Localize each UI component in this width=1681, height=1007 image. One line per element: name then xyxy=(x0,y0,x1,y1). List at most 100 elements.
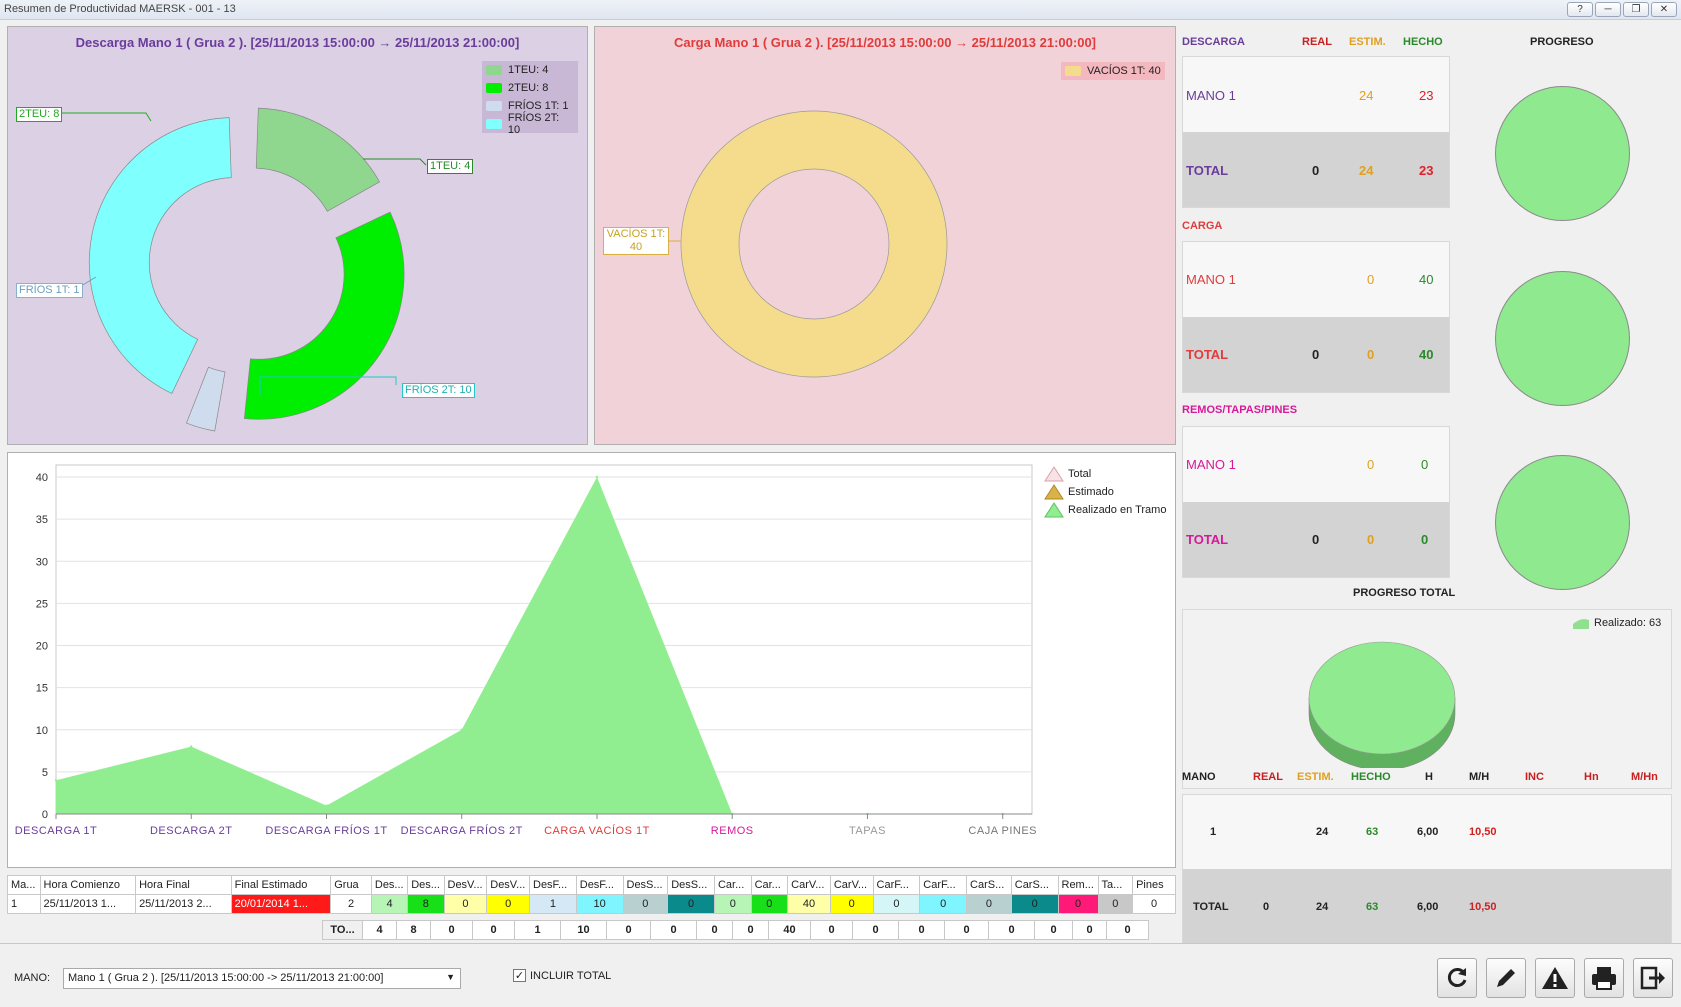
grid-cell[interactable]: 0 xyxy=(919,894,968,914)
grid-cell[interactable]: 0 xyxy=(829,894,874,914)
grid-cell[interactable]: 1 xyxy=(529,894,577,914)
grid-column-header[interactable]: CarV... xyxy=(829,875,874,895)
mano-select[interactable]: Mano 1 ( Grua 2 ). [25/11/2013 15:00:00 … xyxy=(63,968,461,989)
grid-column-header[interactable]: Des... xyxy=(370,875,409,895)
legend-swatch xyxy=(1044,466,1064,482)
grid-column-header[interactable]: Grua xyxy=(330,875,372,895)
grid-cell[interactable]: 0 xyxy=(1097,894,1134,914)
grid-cell[interactable]: 4 xyxy=(370,894,409,914)
grid-cell[interactable]: 0 xyxy=(713,894,752,914)
exit-icon xyxy=(1640,966,1665,990)
grid-cell[interactable]: 0 xyxy=(1132,894,1176,914)
grid-cell[interactable]: 0 xyxy=(750,894,789,914)
grid-cell[interactable]: 0 xyxy=(1057,894,1099,914)
totals-cell: 0 xyxy=(732,920,769,940)
grid-column-header[interactable]: Car... xyxy=(750,875,789,895)
restore-button[interactable]: ❐ xyxy=(1623,2,1649,17)
totals-cell: 0 xyxy=(472,920,515,940)
carga-card: MANO 1 0 40 TOTAL 0 0 40 xyxy=(1182,241,1450,393)
totals-cell: 0 xyxy=(696,920,733,940)
refresh-icon xyxy=(1447,968,1467,987)
carga-chart-panel: Carga Mano 1 ( Grua 2 ). [25/11/2013 15:… xyxy=(594,26,1176,445)
x-category-label: CARGA VACÍOS 1T xyxy=(544,824,650,837)
callout-leader-line xyxy=(363,158,427,166)
totals-cell: 1 xyxy=(514,920,561,940)
minimize-button[interactable]: ─ xyxy=(1595,2,1621,17)
grid-column-header[interactable]: DesV... xyxy=(443,875,488,895)
grid-cell[interactable]: 2 xyxy=(330,894,372,914)
print-button[interactable] xyxy=(1584,958,1624,998)
grid-cell[interactable]: 10 xyxy=(575,894,624,914)
header-estim: ESTIM. xyxy=(1349,36,1386,48)
grid-column-header[interactable]: CarF... xyxy=(919,875,968,895)
incluir-total-checkbox[interactable]: ✓ INCLUIR TOTAL xyxy=(513,969,611,982)
refresh-button[interactable] xyxy=(1437,958,1477,998)
grid-cell[interactable]: 0 xyxy=(872,894,921,914)
col-real: REAL xyxy=(1253,771,1283,783)
x-category-label: TAPAS xyxy=(849,825,886,837)
descarga-card: MANO 1 24 23 TOTAL 0 24 23 xyxy=(1182,56,1450,208)
grid-cell[interactable]: 0 xyxy=(622,894,669,914)
area-legend: Total Estimado Realizado en Tramo xyxy=(1040,465,1170,519)
grid-column-header[interactable]: DesF... xyxy=(575,875,624,895)
progreso-carga-circle xyxy=(1495,271,1630,406)
col-h: H xyxy=(1425,771,1433,783)
grid-column-header[interactable]: Hora Comienzo xyxy=(39,875,137,895)
grid-column-header[interactable]: Ta... xyxy=(1097,875,1134,895)
grid-cell[interactable]: 40 xyxy=(787,894,831,914)
total-row xyxy=(1183,317,1449,392)
grid-cell[interactable]: 1 xyxy=(7,894,41,914)
grid-cell[interactable]: 25/11/2013 1... xyxy=(39,894,137,914)
progreso-descarga-circle xyxy=(1495,86,1630,221)
data-point xyxy=(54,779,58,782)
callout-leader-line xyxy=(58,112,152,122)
legend-item: Realizado en Tramo xyxy=(1040,501,1170,519)
mano-label: MANO: xyxy=(14,972,51,984)
total-mh: 10,50 xyxy=(1469,901,1497,913)
grid-column-header[interactable]: Des... xyxy=(407,875,445,895)
totals-cell: 4 xyxy=(362,920,397,940)
grid-column-header[interactable]: CarV... xyxy=(787,875,831,895)
grid-column-header[interactable]: Ma... xyxy=(7,875,41,895)
grid-column-header[interactable]: CarS... xyxy=(1010,875,1059,895)
grid-cell[interactable]: 0 xyxy=(667,894,715,914)
grid-column-header[interactable]: Final Estimado xyxy=(230,875,332,895)
grid-cell[interactable]: 0 xyxy=(486,894,530,914)
mano-hecho: 23 xyxy=(1419,88,1434,103)
callout-frios1t: FRÍOS 1T: 1 xyxy=(16,283,83,298)
x-category-label: DESCARGA FRÍOS 2T xyxy=(401,824,523,837)
close-button[interactable]: ✕ xyxy=(1651,2,1677,17)
grid-column-header[interactable]: DesS... xyxy=(667,875,715,895)
grid-column-header[interactable]: Rem... xyxy=(1057,875,1099,895)
grid-totals-row: TO... 4 8 0 0 1 10 0 0 0 0 40 0 0 0 0 0 0 0 0 xyxy=(322,920,1149,940)
grid-cell[interactable]: 0 xyxy=(966,894,1012,914)
totals-cell: 0 xyxy=(650,920,697,940)
help-button[interactable]: ? xyxy=(1567,2,1593,17)
grid-cell[interactable]: 20/01/2014 1... xyxy=(230,894,332,914)
total-real: 0 xyxy=(1312,347,1320,362)
checkbox-check-icon[interactable]: ✓ xyxy=(513,969,526,982)
totals-label: TO... xyxy=(322,920,363,940)
grid-column-header[interactable]: CarS... xyxy=(966,875,1012,895)
grid-column-header[interactable]: Car... xyxy=(713,875,752,895)
edit-button[interactable] xyxy=(1486,958,1526,998)
area-chart-panel: 0 5 10 15 20 25 30 35 40 DESCARGA 1T DESCARGA 2T DE… xyxy=(7,452,1176,868)
col-mh: M/H xyxy=(1469,771,1490,783)
grid-cell[interactable]: 0 xyxy=(443,894,488,914)
grid-cell[interactable]: 0 xyxy=(1010,894,1059,914)
grid-column-header[interactable]: DesV... xyxy=(486,875,530,895)
grid-column-header[interactable]: CarF... xyxy=(872,875,921,895)
grid-data-row[interactable]: 1 25/11/2013 1... 25/11/2013 2... 20/01/201… xyxy=(7,894,1176,914)
grid-cell[interactable]: 8 xyxy=(407,894,445,914)
grid-column-header[interactable]: DesF... xyxy=(529,875,577,895)
grid-column-header[interactable]: Pines xyxy=(1132,875,1176,895)
descarga-donut-chart xyxy=(58,107,427,432)
grid-column-header[interactable]: Hora Final xyxy=(135,875,232,895)
warning-button[interactable] xyxy=(1535,958,1575,998)
data-grid[interactable]: Ma... Hora Comienzo Hora Final Final Estima… xyxy=(7,875,1176,914)
grid-column-header[interactable]: DesS... xyxy=(622,875,669,895)
grid-cell[interactable]: 25/11/2013 2... xyxy=(135,894,232,914)
legend-label: Estimado xyxy=(1068,486,1114,498)
legend-label: Total xyxy=(1068,468,1092,480)
exit-button[interactable] xyxy=(1633,958,1673,998)
